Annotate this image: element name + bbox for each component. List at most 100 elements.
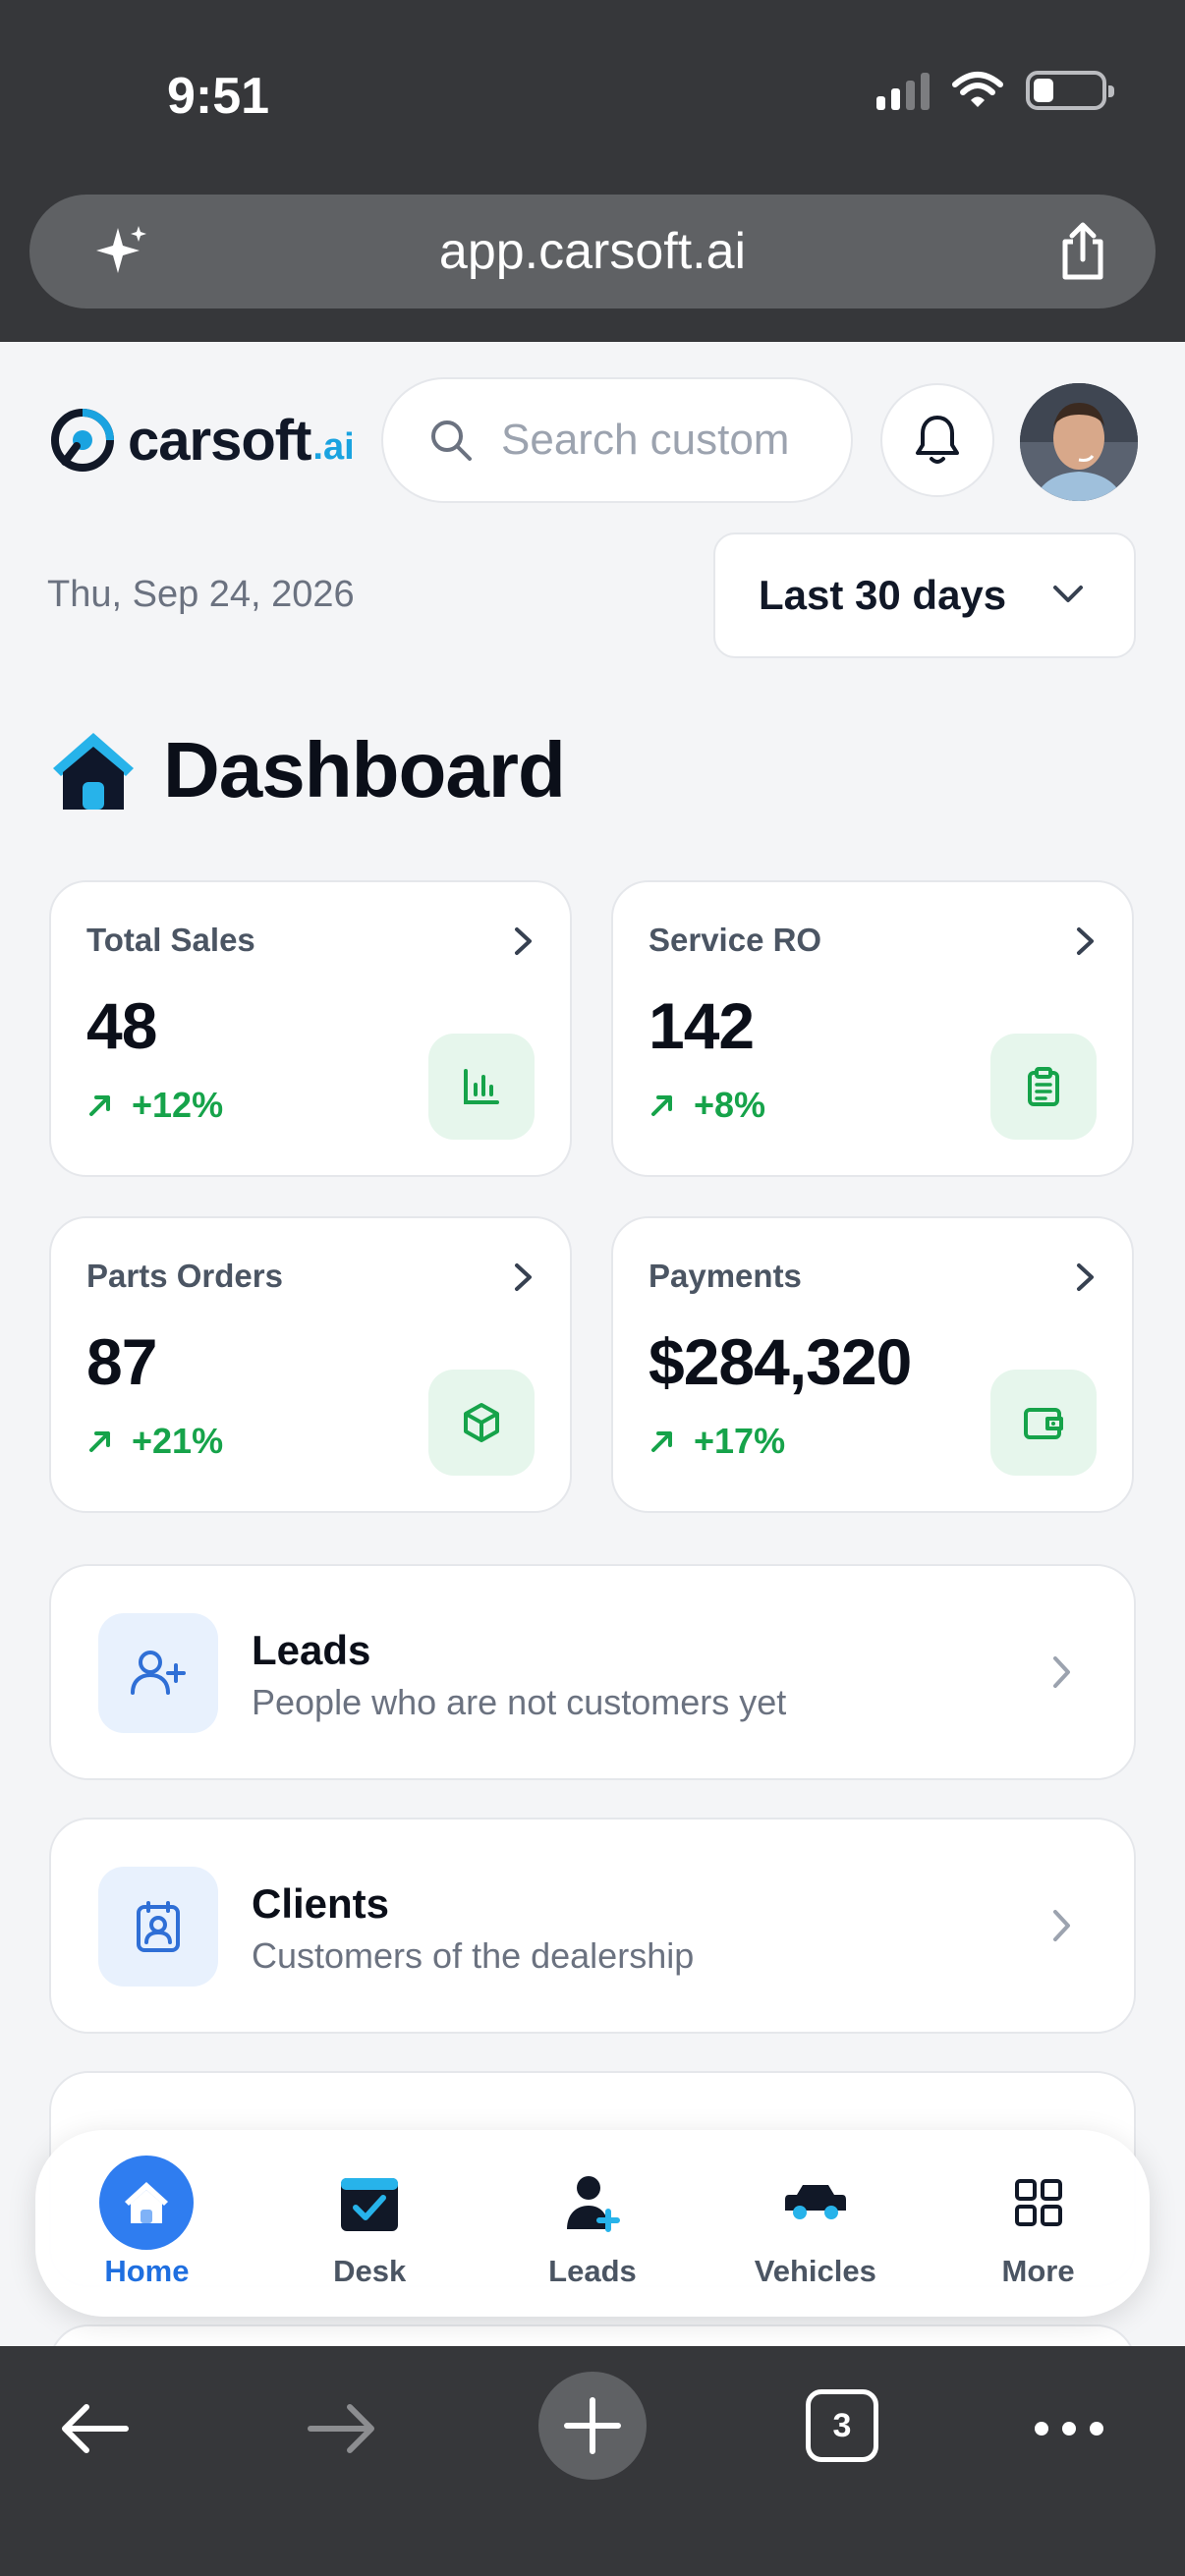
stat-change: +17% bbox=[649, 1421, 785, 1462]
stat-change: +8% bbox=[649, 1085, 765, 1126]
sparkle-icon[interactable] bbox=[92, 222, 151, 281]
forward-arrow-icon[interactable] bbox=[307, 2399, 379, 2458]
date-range-label: Last 30 days bbox=[759, 572, 1007, 618]
section-subtitle: Customers of the dealership bbox=[252, 1935, 695, 1976]
app-page: carsoft .ai Thu, Sep 24, 2026 Last 30 da… bbox=[0, 342, 1185, 2346]
tab-vehicles[interactable]: Vehicles bbox=[717, 2154, 914, 2289]
user-avatar[interactable] bbox=[1020, 383, 1138, 501]
tab-label: Home bbox=[104, 2254, 190, 2288]
arrow-up-right-icon bbox=[651, 1431, 672, 1452]
chevron-right-icon bbox=[1077, 927, 1094, 955]
arrow-up-right-icon bbox=[651, 1095, 672, 1116]
tab-label: Desk bbox=[333, 2254, 407, 2288]
section-card-partial[interactable] bbox=[49, 2324, 1136, 2346]
chevron-right-icon bbox=[1053, 1910, 1070, 1941]
new-tab-button[interactable] bbox=[538, 2372, 647, 2480]
tab-home[interactable]: Home bbox=[48, 2154, 245, 2289]
current-date: Thu, Sep 24, 2026 bbox=[47, 574, 355, 615]
stat-change-value: +21% bbox=[132, 1421, 224, 1461]
stat-change: +12% bbox=[86, 1085, 223, 1126]
stat-card-total-sales[interactable]: Total Sales 48 +12% bbox=[49, 880, 572, 1177]
browser-bottom-bar: 3 bbox=[0, 2346, 1185, 2576]
back-arrow-icon[interactable] bbox=[57, 2399, 130, 2458]
stat-label: Service RO bbox=[649, 922, 822, 958]
date-range-select[interactable]: Last 30 days bbox=[713, 532, 1136, 658]
chevron-right-icon bbox=[515, 927, 532, 955]
stat-card-parts-orders[interactable]: Parts Orders 87 +21% bbox=[49, 1216, 572, 1513]
stat-label: Total Sales bbox=[86, 922, 255, 958]
bell-icon bbox=[916, 416, 959, 464]
page-title: Dashboard bbox=[163, 726, 566, 813]
package-icon bbox=[464, 1403, 499, 1442]
clipboard-icon bbox=[1028, 1067, 1059, 1106]
section-title: Leads bbox=[252, 1627, 371, 1673]
more-dots-icon[interactable] bbox=[1032, 2417, 1106, 2440]
status-time: 9:51 bbox=[167, 68, 270, 125]
tab-leads[interactable]: Leads bbox=[494, 2154, 691, 2289]
section-icon-tile bbox=[98, 1867, 218, 1987]
chevron-right-icon bbox=[1077, 1263, 1094, 1291]
battery-icon bbox=[1026, 71, 1114, 110]
search-icon bbox=[431, 420, 472, 461]
page-title-row: Dashboard bbox=[49, 725, 566, 815]
home-icon bbox=[125, 2182, 169, 2223]
avatar-photo bbox=[1020, 383, 1138, 501]
stat-card-service-ro[interactable]: Service RO 142 +8% bbox=[611, 880, 1134, 1177]
stat-value: $284,320 bbox=[649, 1325, 912, 1398]
stat-label: Parts Orders bbox=[86, 1258, 283, 1294]
status-icons bbox=[876, 71, 1114, 110]
car-icon bbox=[784, 2185, 846, 2219]
stat-change-value: +8% bbox=[694, 1085, 766, 1125]
url-text[interactable]: app.carsoft.ai bbox=[438, 223, 747, 280]
contact-card-icon bbox=[137, 1901, 180, 1952]
notifications-button[interactable] bbox=[880, 383, 994, 497]
stat-badge bbox=[428, 1034, 535, 1140]
home-color-icon bbox=[53, 733, 134, 810]
tab-label: Vehicles bbox=[754, 2254, 876, 2288]
stat-value: 142 bbox=[649, 989, 755, 1062]
tab-label: Leads bbox=[548, 2254, 637, 2288]
section-subtitle: People who are not customers yet bbox=[252, 1682, 787, 1722]
stat-label: Payments bbox=[649, 1258, 802, 1294]
tab-desk[interactable]: Desk bbox=[271, 2154, 468, 2289]
search-input[interactable] bbox=[501, 416, 816, 465]
chevron-down-icon bbox=[1053, 586, 1083, 602]
tab-label: More bbox=[1001, 2254, 1075, 2288]
clients-section-card[interactable]: Clients Customers of the dealership bbox=[49, 1818, 1136, 2034]
stat-change: +21% bbox=[86, 1421, 223, 1462]
arrow-up-right-icon bbox=[89, 1095, 110, 1116]
stat-value: 87 bbox=[86, 1325, 157, 1398]
bottom-tab-bar: Home Desk Leads V bbox=[35, 2130, 1150, 2317]
wallet-icon bbox=[1024, 1408, 1063, 1439]
tab-more[interactable]: More bbox=[940, 2154, 1137, 2289]
logo-word: carsoft bbox=[128, 408, 311, 473]
plus-icon bbox=[564, 2397, 621, 2454]
section-icon-tile bbox=[98, 1613, 218, 1733]
arrow-up-right-icon bbox=[89, 1431, 110, 1452]
search-bar[interactable] bbox=[381, 377, 853, 503]
user-add-icon bbox=[566, 2176, 620, 2232]
leads-section-card[interactable]: Leads People who are not customers yet bbox=[49, 1564, 1136, 1780]
logo-suffix: .ai bbox=[312, 425, 355, 468]
stat-badge bbox=[990, 1034, 1097, 1140]
section-title: Clients bbox=[252, 1880, 390, 1927]
stat-change-value: +17% bbox=[694, 1421, 786, 1461]
wifi-icon bbox=[952, 72, 1003, 107]
stat-badge bbox=[990, 1370, 1097, 1476]
stat-card-payments[interactable]: Payments $284,320 +17% bbox=[611, 1216, 1134, 1513]
user-plus-icon bbox=[131, 1651, 186, 1695]
carsoft-logo-icon bbox=[51, 409, 114, 472]
grid-icon bbox=[1014, 2179, 1062, 2226]
carsoft-logo[interactable]: carsoft .ai bbox=[47, 405, 355, 476]
tabs-button[interactable]: 3 bbox=[806, 2389, 878, 2462]
share-icon[interactable] bbox=[1053, 220, 1112, 283]
calendar-check-icon bbox=[341, 2178, 399, 2231]
address-bar[interactable]: app.carsoft.ai bbox=[29, 195, 1156, 308]
home-tab-circle bbox=[99, 2156, 195, 2250]
cellular-signal-icon bbox=[876, 71, 930, 110]
stat-badge bbox=[428, 1370, 535, 1476]
stat-value: 48 bbox=[86, 989, 157, 1062]
bar-chart-icon bbox=[464, 1069, 499, 1104]
browser-top-chrome: 9:51 app.carsoft.ai bbox=[0, 0, 1185, 342]
chevron-right-icon bbox=[1053, 1656, 1070, 1688]
